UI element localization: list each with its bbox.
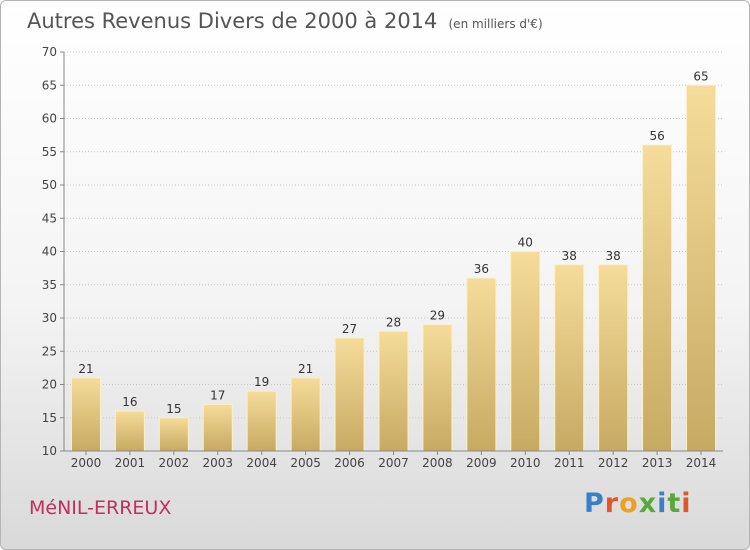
value-label: 38 [562, 249, 577, 263]
y-tick-label: 55 [42, 145, 57, 159]
proxiti-logo: Proxiti [584, 488, 692, 519]
x-tick-label: 2009 [466, 456, 497, 470]
x-tick-label: 2003 [202, 456, 233, 470]
bar-2000 [70, 377, 101, 452]
logo-letter: o [619, 488, 639, 519]
logo-letter: P [584, 488, 605, 519]
value-label: 36 [474, 262, 489, 276]
logo-letter: x [638, 488, 658, 519]
bars [70, 84, 717, 452]
value-label: 65 [693, 69, 708, 83]
value-label: 40 [518, 236, 533, 250]
x-tick-label: 2005 [290, 456, 321, 470]
x-tick-label: 2008 [422, 456, 453, 470]
x-tick-label: 2007 [378, 456, 409, 470]
value-label: 21 [298, 362, 313, 376]
labels: 10 15 20 25 30 35 40 45 50 55 60 65 70 21 2000 16 2001 15… [42, 45, 717, 470]
value-label: 19 [254, 375, 269, 389]
x-tick-label: 2001 [115, 456, 146, 470]
bar-2003 [202, 403, 233, 452]
chart-title: Autres Revenus Divers de 2000 à 2014 (en… [27, 9, 543, 33]
value-label: 15 [166, 402, 181, 416]
x-tick-label: 2002 [159, 456, 190, 470]
value-label: 16 [122, 395, 137, 409]
value-label: 29 [430, 309, 445, 323]
y-tick-label: 25 [42, 344, 57, 358]
bar-2002 [158, 417, 189, 452]
logo-letter: i [657, 488, 668, 519]
bar-2010 [510, 251, 541, 452]
place-name: MéNIL-ERREUX [29, 497, 172, 519]
y-tick-label: 50 [42, 178, 57, 192]
chart-unit-text: (en milliers d'€) [448, 17, 543, 31]
x-tick-label: 2006 [334, 456, 365, 470]
y-tick-label: 20 [42, 378, 57, 392]
bar-2014 [686, 84, 717, 452]
bar-2005 [290, 377, 321, 452]
bar-2009 [466, 277, 497, 452]
logo-letter: t [667, 488, 682, 519]
y-tick-label: 70 [42, 45, 57, 59]
bar-2007 [378, 330, 409, 452]
bar-2008 [422, 324, 453, 452]
bar-2011 [554, 264, 585, 452]
y-tick-label: 40 [42, 245, 57, 259]
x-tick-label: 2011 [554, 456, 585, 470]
bar-2012 [598, 264, 629, 452]
y-tick-label: 60 [42, 112, 57, 126]
x-tick-label: 2000 [71, 456, 102, 470]
value-label: 38 [606, 249, 621, 263]
bar-2001 [114, 410, 145, 452]
bar-2013 [642, 144, 673, 452]
value-label: 28 [386, 315, 401, 329]
axes [60, 51, 723, 455]
y-tick-label: 10 [42, 444, 57, 458]
x-tick-label: 2012 [598, 456, 629, 470]
y-tick-label: 65 [42, 78, 57, 92]
y-tick-label: 15 [42, 411, 57, 425]
value-label: 27 [342, 322, 357, 336]
logo-letter: i [681, 488, 692, 519]
y-tick-label: 45 [42, 211, 57, 225]
x-tick-label: 2010 [510, 456, 541, 470]
x-tick-label: 2013 [642, 456, 673, 470]
chart-title-text: Autres Revenus Divers de 2000 à 2014 [27, 9, 438, 33]
y-tick-label: 30 [42, 311, 57, 325]
x-tick-label: 2004 [246, 456, 277, 470]
bar-2006 [334, 337, 365, 452]
bar-2004 [246, 390, 277, 452]
value-label: 21 [78, 362, 93, 376]
x-tick-label: 2014 [686, 456, 717, 470]
logo-letter: r [604, 488, 620, 519]
value-label: 56 [649, 129, 664, 143]
value-label: 17 [210, 388, 225, 402]
y-tick-label: 35 [42, 278, 57, 292]
